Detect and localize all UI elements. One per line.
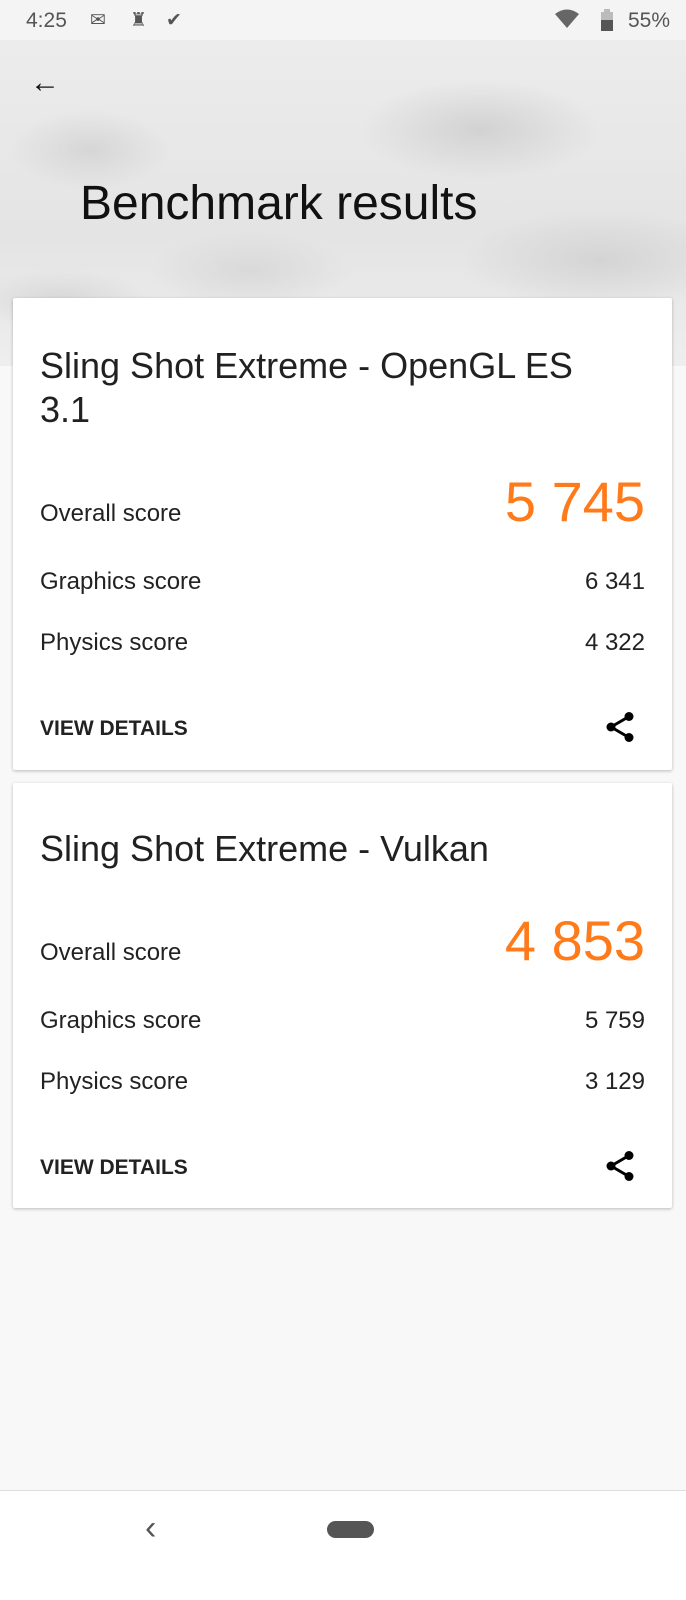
- physics-score: 4 322: [584, 629, 645, 656]
- nav-back-icon[interactable]: ‹: [145, 1509, 157, 1547]
- view-details-button[interactable]: VIEW DETAILS: [40, 717, 188, 740]
- page-title: Benchmark results: [80, 177, 478, 230]
- home-pill-button[interactable]: [327, 1521, 374, 1538]
- physics-label: Physics score: [40, 629, 189, 656]
- overall-label: Overall score: [40, 939, 182, 966]
- status-bar: 4:25 ✉ ♜ ✔ 55%: [0, 0, 686, 40]
- result-title: Sling Shot Extreme - OpenGL ES 3.1: [40, 345, 573, 430]
- result-title: Sling Shot Extreme - Vulkan: [40, 828, 489, 869]
- wifi-icon: [555, 9, 579, 28]
- overall-label: Overall score: [40, 500, 182, 527]
- result-card-opengl: Sling Shot Extreme - OpenGL ES 3.1 Overa…: [13, 298, 672, 770]
- battery-charging-icon: [601, 9, 613, 31]
- tasks-icon: ✔: [166, 10, 182, 31]
- back-arrow-icon[interactable]: ←: [30, 66, 60, 99]
- view-details-button[interactable]: VIEW DETAILS: [40, 1156, 188, 1179]
- overall-score: 5 745: [504, 470, 645, 533]
- graphics-score-row: Graphics score 5 759: [40, 1007, 645, 1035]
- status-time: 4:25: [26, 9, 67, 32]
- physics-label: Physics score: [40, 1068, 189, 1095]
- gmail-icon: ✉: [90, 10, 106, 31]
- share-icon[interactable]: [602, 1148, 638, 1184]
- share-icon[interactable]: [602, 709, 638, 745]
- physics-score: 3 129: [584, 1068, 645, 1095]
- graphics-score-row: Graphics score 6 341: [40, 568, 645, 596]
- battery-percent: 55%: [627, 9, 670, 32]
- overall-score: 4 853: [504, 909, 645, 972]
- overall-score-row: Overall score 5 745: [40, 470, 645, 533]
- graphics-label: Graphics score: [40, 1007, 202, 1034]
- navigation-bar: ‹: [0, 1490, 686, 1600]
- overall-score-row: Overall score 4 853: [40, 909, 645, 972]
- physics-score-row: Physics score 4 322: [40, 629, 645, 657]
- graphics-score: 6 341: [584, 568, 645, 595]
- keyhole-icon: ♜: [130, 10, 148, 31]
- graphics-label: Graphics score: [40, 568, 202, 595]
- physics-score-row: Physics score 3 129: [40, 1068, 645, 1096]
- graphics-score: 5 759: [584, 1007, 645, 1034]
- result-card-vulkan: Sling Shot Extreme - Vulkan Overall scor…: [13, 783, 672, 1208]
